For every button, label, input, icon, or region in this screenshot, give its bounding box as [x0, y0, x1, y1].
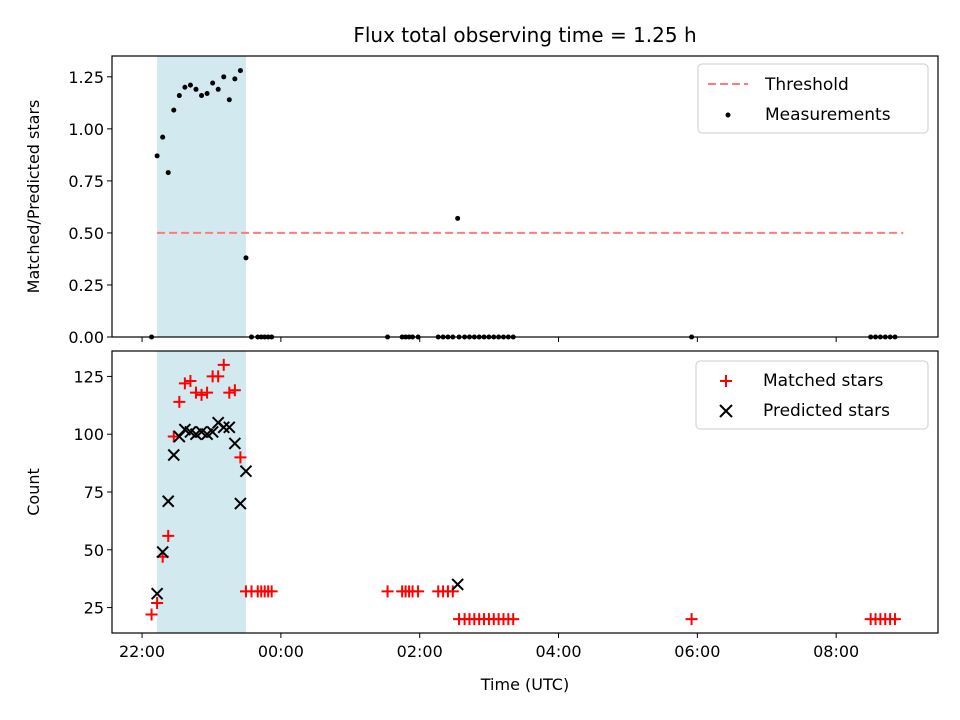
x-tick-label: 02:00 — [397, 642, 443, 661]
x-tick-label: 22:00 — [119, 642, 165, 661]
y-tick-label: 25 — [84, 599, 104, 618]
y-tick-label: 0.00 — [68, 328, 104, 347]
matched-stars-point — [217, 358, 230, 371]
matched-stars-point — [195, 388, 208, 401]
measurements-point — [187, 82, 193, 88]
top-y-axis-label: Matched/Predicted stars — [24, 100, 43, 294]
predicted-stars-point — [150, 587, 164, 600]
bottom-legend-box — [695, 360, 929, 430]
predicted-stars-point — [228, 437, 242, 450]
measurements-point — [237, 68, 243, 74]
legend-predicted-label: Predicted stars — [763, 401, 890, 421]
matched-stars-point — [184, 375, 197, 388]
x-axis-label: Time (UTC) — [480, 675, 569, 694]
top-legend-box — [697, 63, 929, 134]
bottom-panel: 25 50 75 100 125 22:00 00:00 02:00 04:00 06:00 08… — [24, 350, 939, 694]
predicted-stars-point — [451, 578, 464, 591]
measurements-point — [176, 93, 182, 99]
measurements-point — [154, 153, 160, 159]
y-tick-label: 0.50 — [68, 224, 104, 243]
x-tick-label: 06:00 — [674, 642, 720, 661]
matched-stars-point — [201, 386, 214, 399]
matched-stars-point — [507, 613, 520, 626]
matched-stars-point — [446, 585, 459, 598]
measurements-point — [455, 215, 461, 221]
matched-stars-point — [151, 596, 164, 609]
matched-stars-point — [189, 386, 202, 399]
observing-window-shade — [157, 56, 246, 337]
matched-stars-point — [167, 430, 180, 443]
x-tick-label: 00:00 — [258, 642, 304, 661]
y-tick-label: 75 — [84, 483, 104, 502]
x-tick-label: 08:00 — [813, 642, 859, 661]
matched-stars-point — [888, 613, 901, 626]
x-tick-label: 04:00 — [535, 642, 581, 661]
predicted-stars-point — [223, 421, 236, 434]
measurements-point — [171, 107, 177, 113]
measurements-point — [182, 84, 188, 90]
measurements-point — [226, 97, 232, 103]
measurements-point — [210, 80, 216, 86]
top-legend: Threshold Measurements — [697, 63, 929, 134]
predicted-stars-point — [167, 448, 180, 462]
matched-stars-point — [381, 585, 394, 598]
y-tick-label: 100 — [73, 425, 104, 444]
bottom-axes-frame — [111, 350, 939, 634]
matched-stars-point — [212, 370, 225, 383]
measurements-point — [193, 86, 199, 92]
y-tick-label: 1.25 — [68, 68, 104, 87]
matched-stars-point — [173, 395, 186, 408]
predicted-stars-point — [156, 545, 169, 559]
legend-matched-swatch — [720, 375, 732, 387]
predicted-stars-point — [239, 464, 253, 478]
matched-stars-point — [223, 386, 236, 399]
measurements-point — [232, 76, 238, 82]
matched-stars-point — [228, 384, 241, 397]
y-tick-label: 1.00 — [68, 120, 104, 139]
measurements-point — [243, 255, 249, 261]
legend-matched-label: Matched stars — [763, 371, 883, 391]
measurements-point — [165, 170, 171, 176]
top-axes-frame — [111, 55, 939, 338]
y-tick-label: 0.75 — [68, 172, 104, 191]
bottom-legend: Matched stars Predicted stars — [695, 360, 929, 430]
top-panel: 0.00 0.25 0.50 0.75 1.00 1.25 Matched/Predict… — [24, 55, 939, 347]
matched-stars-point — [234, 451, 247, 464]
matched-stars-point — [685, 613, 698, 626]
predicted-stars-point — [206, 425, 219, 439]
predicted-stars-point — [217, 421, 230, 434]
legend-measurements-swatch — [725, 112, 731, 118]
measurements-point — [204, 90, 210, 96]
matched-stars-point — [178, 377, 191, 390]
y-tick-label: 0.25 — [68, 276, 104, 295]
matched-stars-point — [162, 529, 175, 542]
predicted-stars-point — [234, 497, 247, 510]
matched-stars-point — [412, 585, 425, 598]
matched-stars-point — [265, 585, 278, 598]
measurements-point — [215, 86, 221, 92]
legend-predicted-swatch — [719, 404, 733, 418]
matched-stars-point — [145, 608, 158, 621]
legend-measurements-label: Measurements — [765, 105, 891, 125]
measurements-point — [221, 74, 227, 80]
chart-title: Flux total observing time = 1.25 h — [353, 23, 696, 47]
predicted-stars-point — [162, 495, 175, 508]
y-tick-label: 50 — [84, 541, 104, 560]
measurements-point — [160, 134, 166, 140]
y-tick-label: 125 — [73, 367, 104, 386]
measurements-point — [199, 93, 205, 99]
legend-threshold-label: Threshold — [764, 75, 849, 95]
bottom-y-axis-label: Count — [24, 468, 43, 516]
